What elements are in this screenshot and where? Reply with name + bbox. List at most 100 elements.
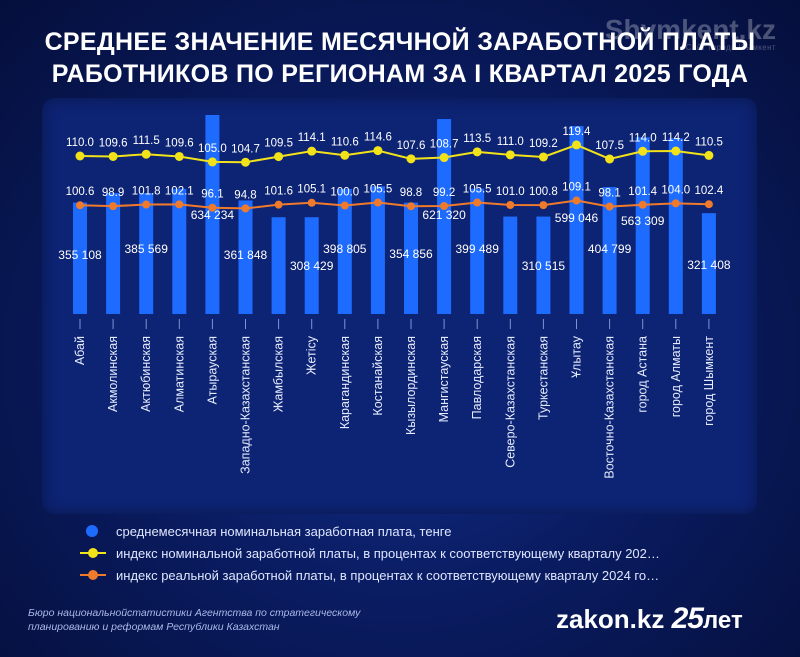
real-label-7: 105.1 <box>297 184 326 196</box>
legend-label-real-index: индекс реальной заработной платы, в проц… <box>116 567 660 583</box>
real-label-19: 102.4 <box>695 185 724 197</box>
bar-19 <box>701 213 716 314</box>
bar-5 <box>238 200 253 314</box>
nominal-point-10 <box>406 154 416 164</box>
category-label-18: город Алматы <box>669 336 683 417</box>
category-label-19: город Шымкент <box>702 336 716 426</box>
bar-0 <box>73 202 87 314</box>
bar-6 <box>271 217 286 314</box>
real-point-14 <box>539 201 548 210</box>
nominal-point-4 <box>207 157 217 167</box>
real-label-15: 109.1 <box>562 182 591 194</box>
bar-14 <box>536 216 551 314</box>
real-point-16 <box>605 202 614 211</box>
bar-label-2: 385 569 <box>125 242 169 256</box>
category-label-2: Актюбинская <box>139 336 153 412</box>
bar-1 <box>106 193 121 314</box>
nominal-label-4: 105.0 <box>198 143 227 155</box>
bar-9 <box>370 186 385 314</box>
category-label-1: Акмолинская <box>106 336 120 412</box>
bar-18 <box>668 138 683 314</box>
real-point-18 <box>671 199 680 208</box>
real-label-2: 101.8 <box>132 186 161 198</box>
legend-nominal-dot-icon <box>88 548 98 558</box>
nominal-label-6: 109.5 <box>264 138 293 150</box>
nominal-label-18: 114.2 <box>662 132 690 144</box>
real-point-5 <box>241 204 250 213</box>
real-index-line <box>79 199 709 210</box>
category-label-5: Западно-Казахстанская <box>239 336 253 474</box>
nominal-label-10: 107.6 <box>397 140 426 152</box>
real-point-2 <box>142 200 151 209</box>
bar-16 <box>602 186 617 314</box>
nominal-point-8 <box>340 150 350 160</box>
bar-label-17: 563 309 <box>621 214 665 228</box>
watermark: Shymkent.kz Сайт города Шымкент <box>605 14 776 52</box>
nominal-point-16 <box>605 154 615 164</box>
watermark-subtitle: Сайт города Шымкент <box>685 43 776 52</box>
nominal-label-2: 111.5 <box>133 135 160 147</box>
legend-item-real-index: индекс реальной заработной платы, в проц… <box>80 564 730 586</box>
real-point-7 <box>307 198 316 207</box>
bar-10 <box>404 202 418 314</box>
nominal-label-3: 109.6 <box>165 137 194 149</box>
bar-17 <box>635 137 650 314</box>
logo-suffix: лет <box>702 607 743 634</box>
nominal-label-16: 107.5 <box>595 140 624 152</box>
bar-label-16: 404 799 <box>588 242 632 256</box>
nominal-label-11: 108.7 <box>430 139 459 151</box>
real-point-11 <box>440 201 449 210</box>
category-label-8: Карагандинская <box>338 336 352 429</box>
bar-label-10: 354 856 <box>389 247 433 261</box>
watermark-brand: Shymkent.kz <box>604 14 776 45</box>
bar-2 <box>139 193 154 314</box>
nominal-point-7 <box>307 146 317 156</box>
category-label-15: Ұлытау <box>570 335 584 378</box>
real-point-10 <box>407 202 415 211</box>
nominal-point-13 <box>505 150 515 160</box>
real-label-14: 100.8 <box>529 186 558 198</box>
nominal-point-6 <box>274 152 284 162</box>
real-label-12: 105.5 <box>463 184 492 196</box>
real-point-13 <box>506 201 515 209</box>
nominal-label-7: 114.1 <box>298 132 326 144</box>
bar-label-15: 599 046 <box>555 211 599 225</box>
real-point-8 <box>340 201 349 210</box>
category-label-11: Мангистауская <box>437 336 451 422</box>
nominal-label-1: 109.6 <box>99 137 128 149</box>
real-point-1 <box>109 202 118 211</box>
category-label-17: город Астана <box>636 336 650 413</box>
real-point-3 <box>175 200 184 209</box>
bar-15 <box>569 126 584 314</box>
bar-label-12: 399 489 <box>456 242 500 256</box>
bar-8 <box>337 188 352 314</box>
nominal-index-line <box>79 143 710 164</box>
nominal-point-9 <box>373 146 383 156</box>
category-label-13: Северо-Казахстанская <box>503 336 517 468</box>
category-label-6: Жамбылская <box>272 336 286 412</box>
nominal-point-14 <box>538 152 548 162</box>
chart-title-line1: СРЕДНЕЕ ЗНАЧЕНИЕ МЕСЯЧНОЙ ЗАРАБОТНОЙ ПЛА… <box>44 28 756 56</box>
bar-label-8: 398 805 <box>323 242 367 256</box>
real-point-0 <box>76 201 84 210</box>
real-point-19 <box>704 200 713 209</box>
chart-legend: среднемесячная номинальная заработная пл… <box>80 520 730 586</box>
real-label-13: 101.0 <box>496 186 525 198</box>
nominal-point-11 <box>439 153 449 163</box>
real-label-1: 98.9 <box>102 187 124 199</box>
nominal-label-14: 109.2 <box>529 138 558 150</box>
bar-label-7: 308 429 <box>290 259 334 273</box>
nominal-point-5 <box>241 157 250 167</box>
legend-real-dot-icon <box>88 570 98 580</box>
category-label-3: Алматинская <box>172 336 186 412</box>
real-point-15 <box>572 196 581 205</box>
real-label-0: 100.6 <box>66 186 95 198</box>
bar-7 <box>304 217 319 314</box>
category-label-0: Абай <box>73 336 87 365</box>
source-line-2: планированию и реформам Республики Казах… <box>28 621 280 633</box>
real-point-9 <box>373 198 382 207</box>
category-label-9: Костанайская <box>371 336 385 416</box>
real-label-16: 98.1 <box>598 188 620 200</box>
logo-text: zakon.kz <box>556 604 665 634</box>
